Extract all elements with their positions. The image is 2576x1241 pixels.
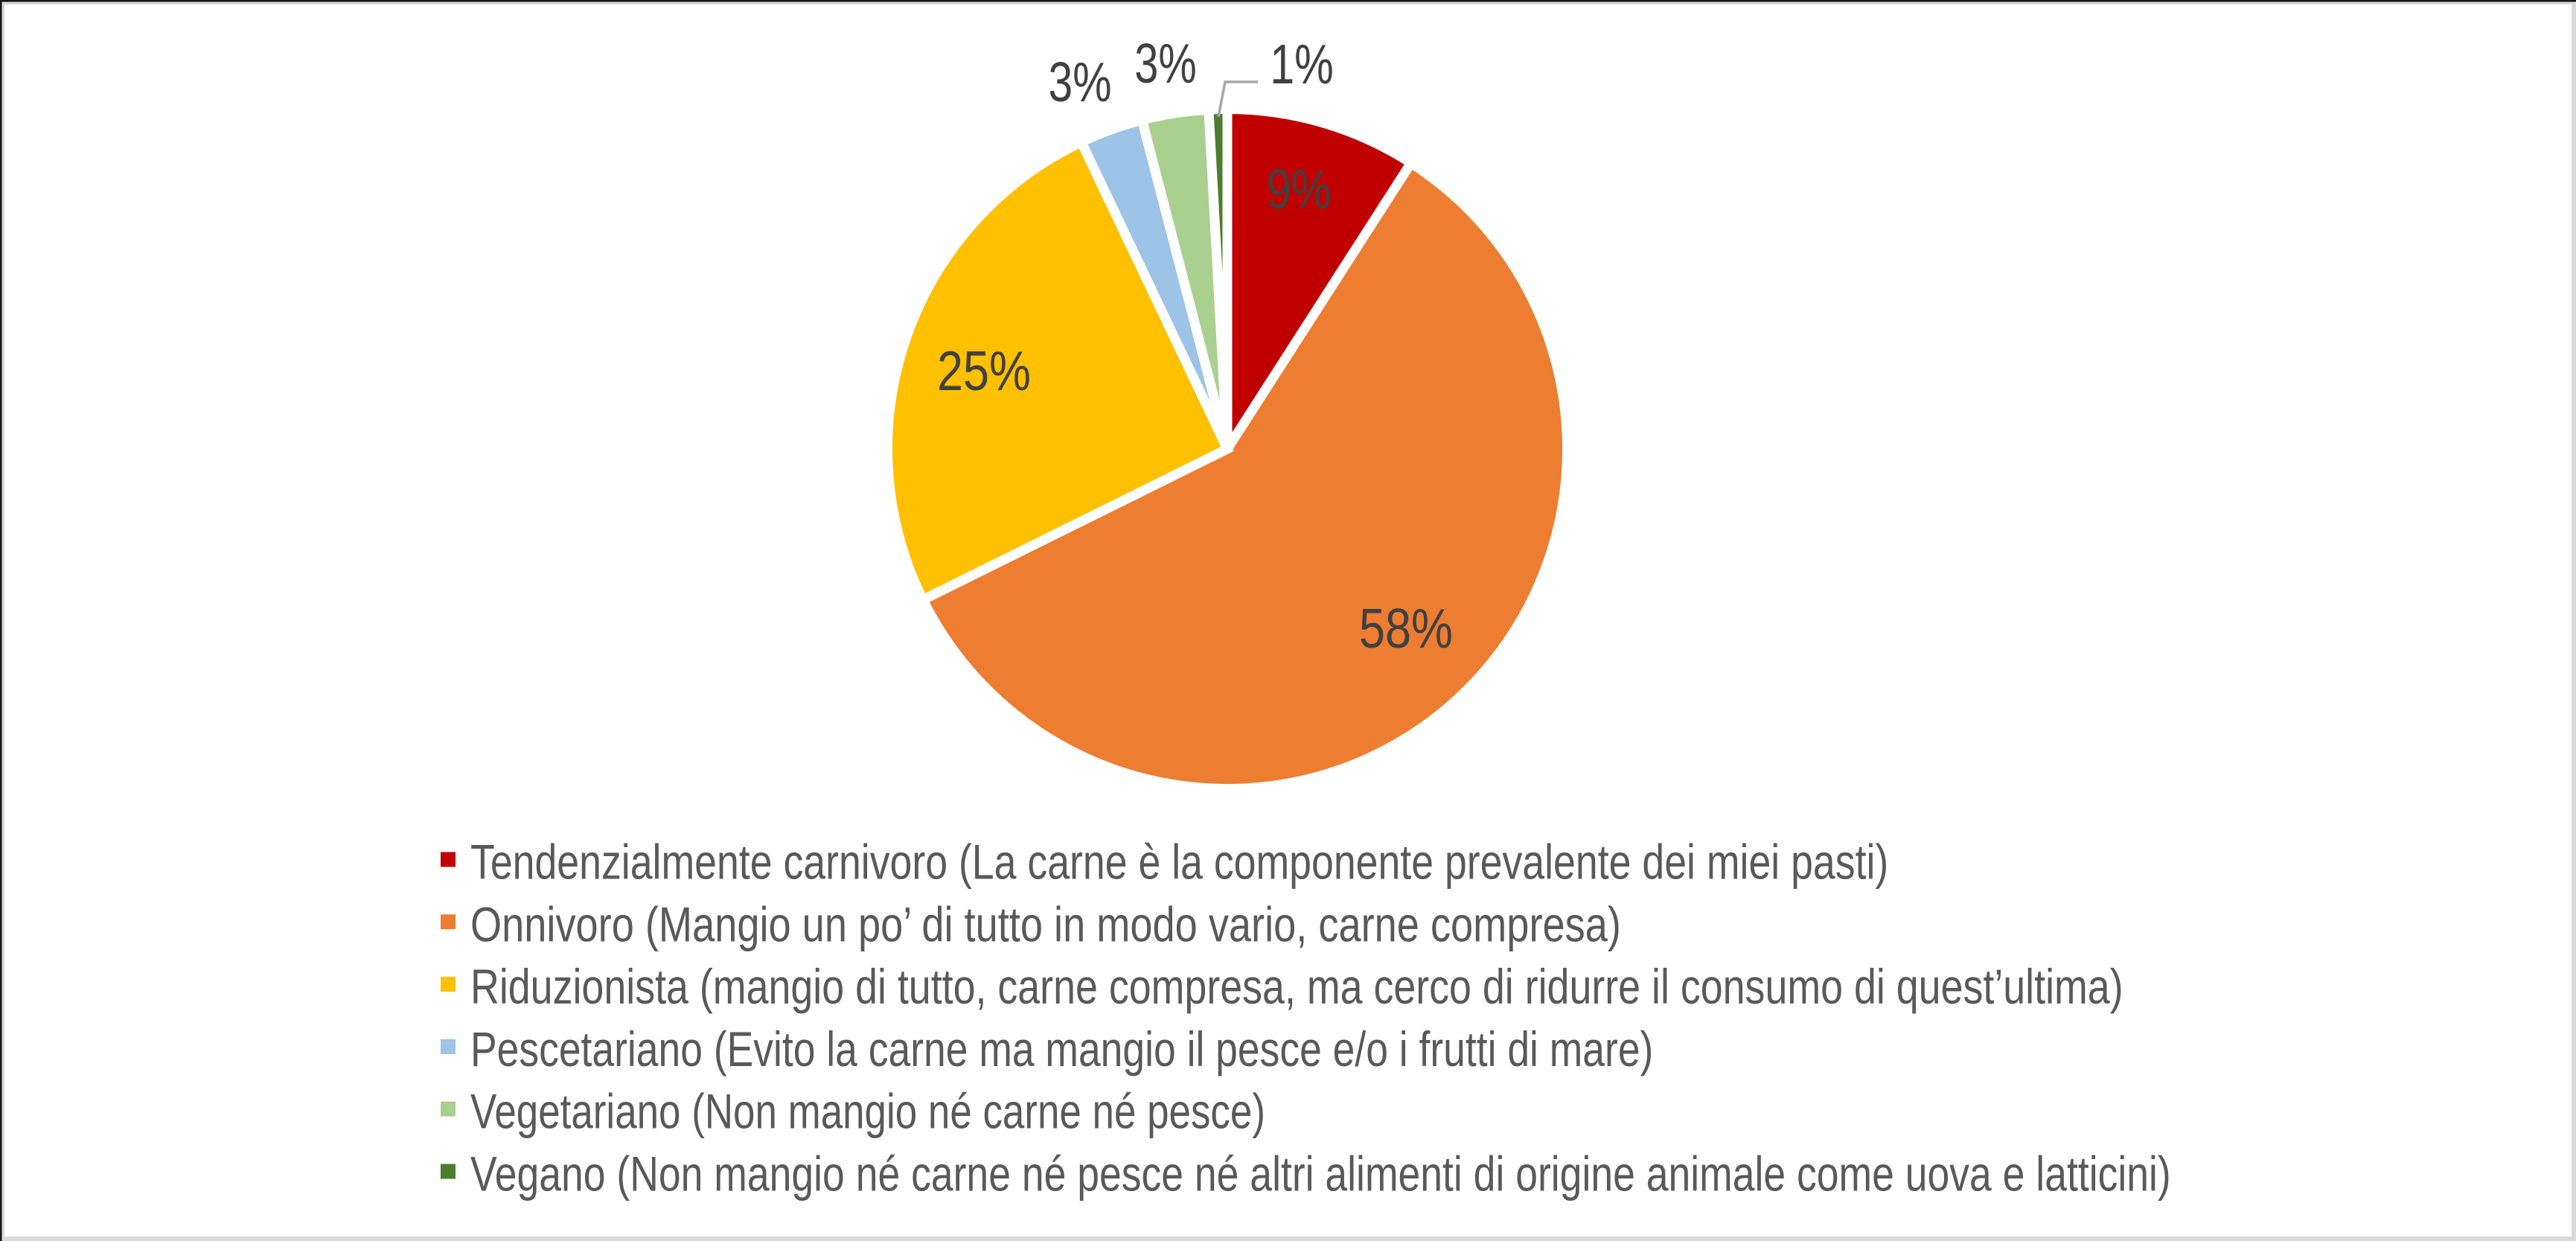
svg-text:Onnivoro (Mangio un po’ di tut: Onnivoro (Mangio un po’ di tutto in modo… bbox=[470, 896, 1621, 951]
svg-text:3%: 3% bbox=[1049, 51, 1112, 113]
svg-text:Riduzionista (mangio di tutto,: Riduzionista (mangio di tutto, carne com… bbox=[470, 960, 2123, 1014]
svg-text:Vegetariano (Non mangio né car: Vegetariano (Non mangio né carne né pesc… bbox=[470, 1084, 1265, 1139]
svg-text:Tendenzialmente carnivoro (La: Tendenzialmente carnivoro (La carne è la… bbox=[470, 835, 1888, 890]
svg-text:3%: 3% bbox=[1134, 33, 1196, 95]
svg-text:Pescetariano (Evito la carne m: Pescetariano (Evito la carne ma mangio i… bbox=[470, 1022, 1653, 1077]
svg-text:Vegano (Non mangio né carne né: Vegano (Non mangio né carne né pesce né … bbox=[470, 1146, 2171, 1202]
svg-text:1%: 1% bbox=[1270, 34, 1334, 95]
svg-text:9%: 9% bbox=[1266, 159, 1331, 221]
svg-text:58%: 58% bbox=[1359, 597, 1453, 660]
svg-text:25%: 25% bbox=[937, 339, 1031, 403]
